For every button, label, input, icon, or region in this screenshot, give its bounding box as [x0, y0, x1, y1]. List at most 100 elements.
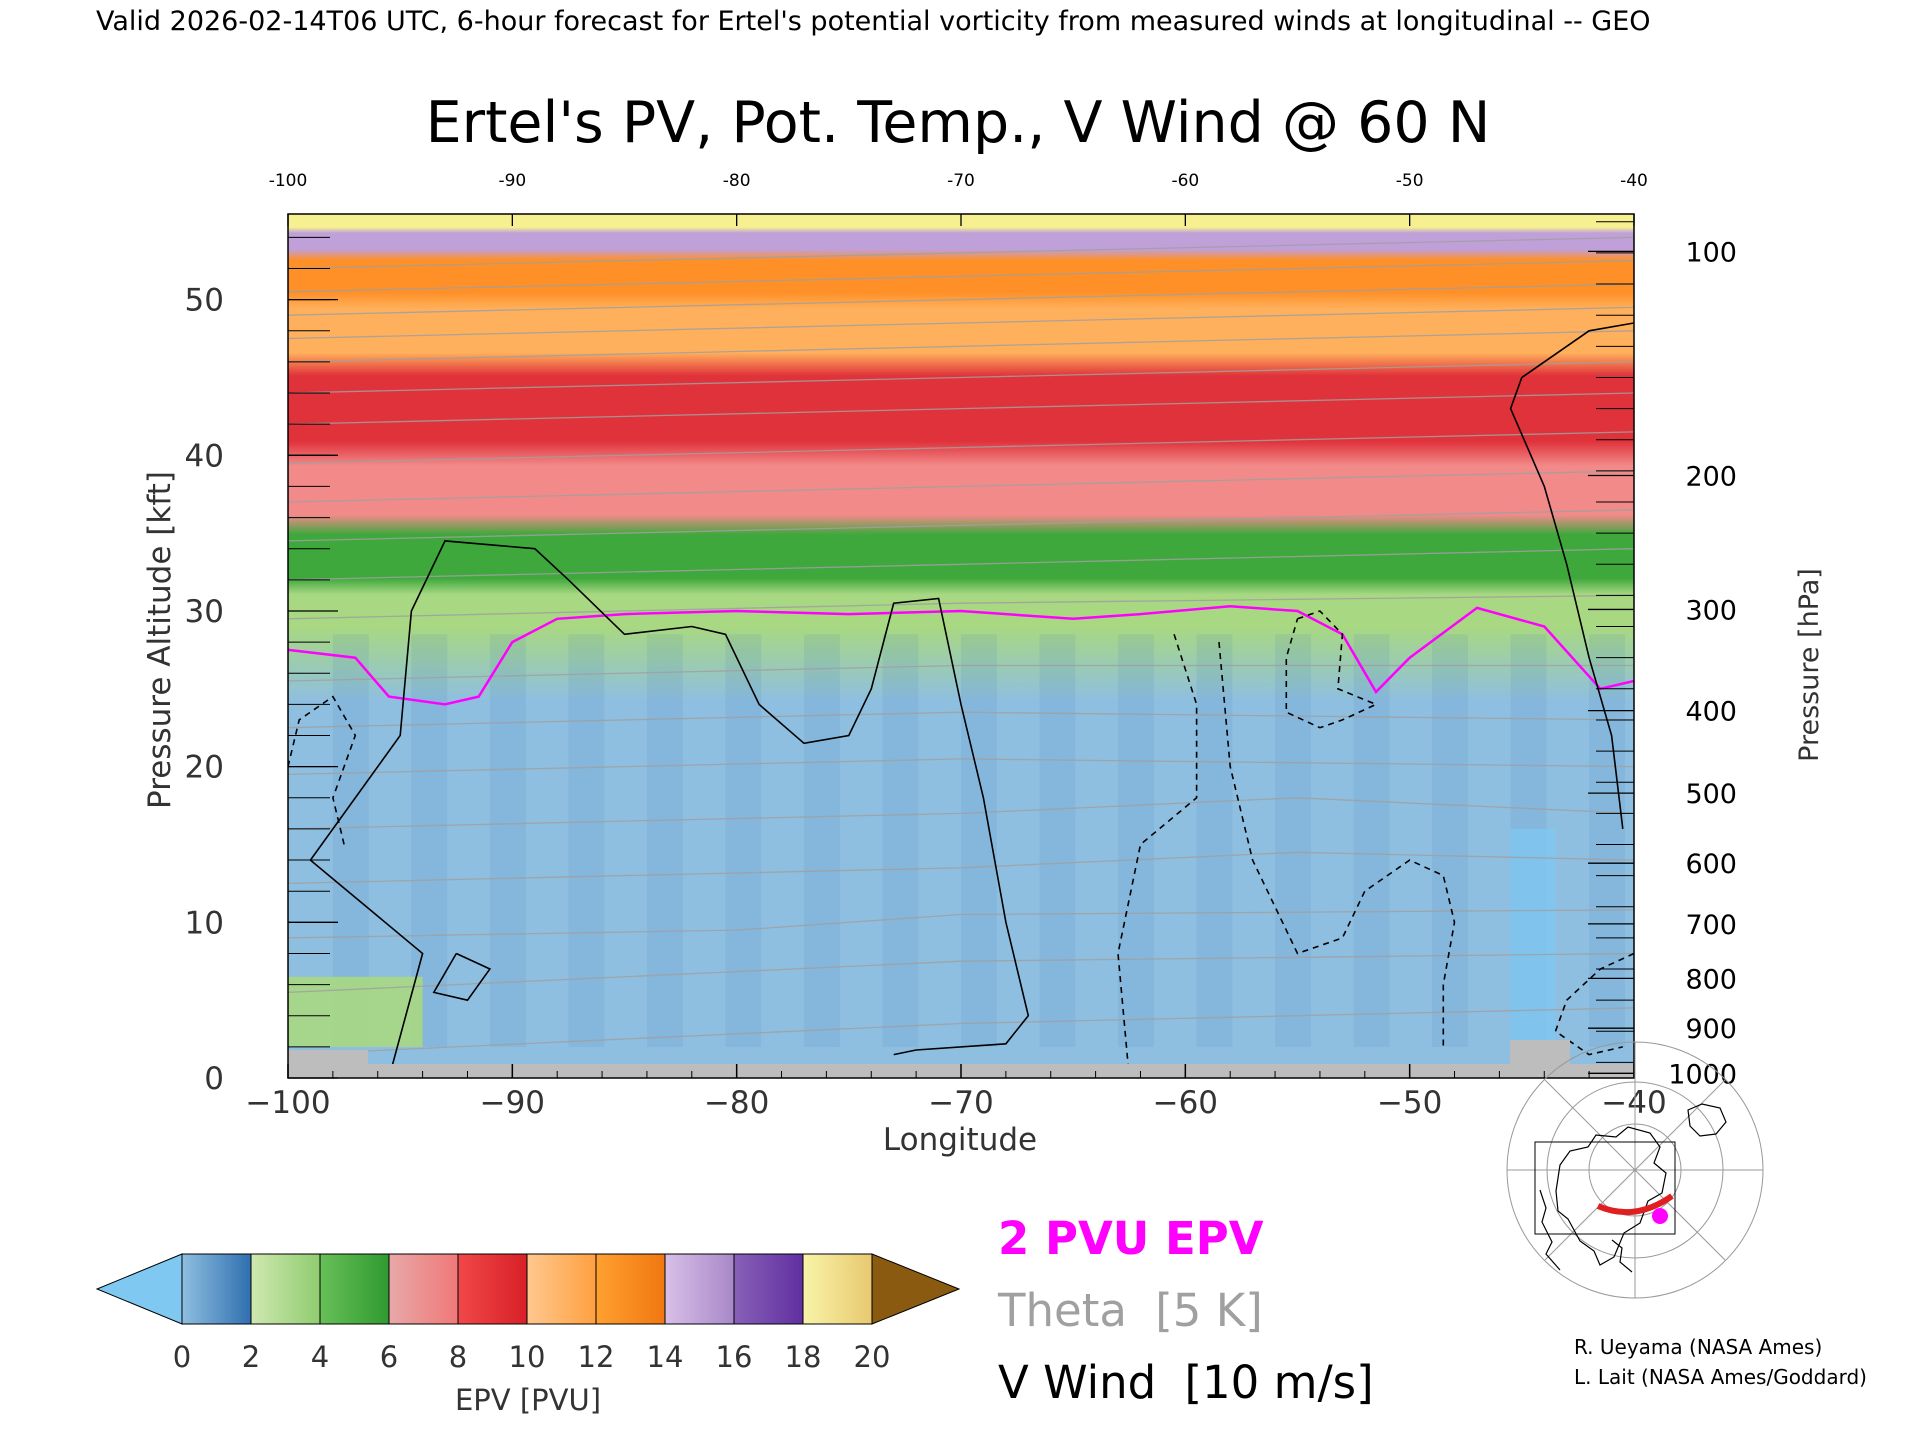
epv-streak: [489, 634, 526, 1047]
vwind-contour-line: [1285, 610, 1379, 729]
terrain-mask: [368, 1064, 1634, 1078]
pv2-contour-line: [288, 605, 1634, 706]
colorbar-under-arrow: [95, 1253, 183, 1325]
y-tick-label: 20: [185, 750, 224, 786]
epv-streak: [1589, 634, 1626, 1047]
colorbar-segment: [526, 1253, 597, 1325]
x-axis: −100 −90 −80 −70 −60 −50 −40: [245, 1064, 1667, 1121]
theta-contour-line: [288, 548, 1634, 581]
legend-vwind: V Wind [10 m/s]: [998, 1356, 1374, 1409]
x-top-tick-label: -100: [269, 171, 308, 191]
epv-streak: [882, 634, 919, 1047]
y-tick-label: 40: [185, 438, 224, 474]
colorbar-tick-label: 8: [449, 1340, 467, 1374]
legend-theta-interval: [5 K]: [1155, 1284, 1263, 1337]
y-tick-label: 30: [185, 594, 224, 630]
theta-contour-line: [288, 1007, 1634, 1056]
colorbar-tick-label: 20: [854, 1340, 891, 1374]
theta-contour-line: [288, 361, 1634, 394]
section-track-line: [1596, 1193, 1674, 1216]
legend-theta-name: Theta: [997, 1284, 1127, 1337]
inset-locator-map: [1506, 1041, 1764, 1299]
colorbar-tick-label: 14: [647, 1340, 684, 1374]
x-tick-label: −60: [1153, 1085, 1218, 1121]
legend-pv2: 2 PVU EPV: [998, 1212, 1264, 1265]
theta-contour-line: [288, 758, 1634, 776]
y-axis-right-label: Pressure [hPa]: [1794, 568, 1825, 762]
pressure-tick-label: 1000: [1668, 1059, 1737, 1090]
vwind-contours: [288, 322, 1634, 1078]
colorbar-segment: [664, 1253, 735, 1325]
credit-line-1: R. Ueyama (NASA Ames): [1574, 1335, 1822, 1359]
colorbar-segment: [181, 1253, 252, 1325]
colorbar-tick-label: 16: [716, 1340, 753, 1374]
x-tick-label: −70: [928, 1085, 993, 1121]
x-tick-label: −90: [480, 1085, 545, 1121]
vwind-contour-line: [1117, 634, 1198, 1078]
colorbar-tick-label: 10: [509, 1340, 546, 1374]
theta-contour-line: [288, 431, 1634, 464]
theta-contour-line: [288, 509, 1634, 542]
theta-contour-line: [288, 797, 1634, 830]
pressure-tick-label: 700: [1685, 910, 1737, 941]
theta-contour-line: [288, 711, 1634, 729]
vwind-contour-line: [432, 952, 492, 1002]
vwind-contour-line: [1509, 322, 1634, 829]
colorbar-label: EPV [PVU]: [455, 1383, 601, 1417]
colorbar-segment: [388, 1253, 459, 1325]
colorbar-tick-label: 4: [311, 1340, 329, 1374]
vwind-contour-line: [309, 540, 1030, 1078]
theta-contour-line: [288, 851, 1634, 885]
theta-contour-line: [288, 909, 1634, 939]
legend-vwind-interval: [10 m/s]: [1185, 1356, 1374, 1409]
terrain-mask: [288, 1050, 368, 1078]
colorbar-segment: [319, 1253, 390, 1325]
pressure-tick-label: 300: [1685, 595, 1737, 626]
x-tick-label: −50: [1377, 1085, 1442, 1121]
x-axis-label: Longitude: [883, 1122, 1037, 1158]
epv-streak: [1039, 634, 1076, 1047]
credit-line-2: L. Lait (NASA Ames/Goddard): [1574, 1365, 1867, 1389]
colorbar-segment: [457, 1253, 528, 1325]
x-top-tick-label: -90: [498, 171, 526, 191]
epv-low-patch: [1510, 828, 1556, 1047]
pressure-tick-label: 400: [1685, 697, 1737, 728]
vwind-contour-line: [288, 695, 357, 845]
theta-contour-line: [288, 470, 1634, 503]
section-location-marker: [1652, 1208, 1668, 1224]
x-tick-label: −100: [245, 1085, 330, 1121]
epv-streak: [1275, 634, 1311, 1047]
y-axis-left-label: Pressure Altitude [kft]: [142, 471, 178, 809]
colorbar-segment: [802, 1253, 873, 1325]
y-axis-right: 100 200 300 400 500 600 700 800 900 1000: [1588, 221, 1737, 1090]
epv-streak: [646, 634, 683, 1047]
colorbar-over-arrow: [871, 1253, 961, 1325]
theta-contour-line: [288, 392, 1634, 425]
colorbar-tick-label: 2: [242, 1340, 260, 1374]
valid-time-header: Valid 2026-02-14T06 UTC, 6-hour forecast…: [96, 6, 1651, 37]
y-tick-label: 0: [204, 1061, 224, 1097]
pressure-tick-label: 800: [1685, 964, 1737, 995]
x-top-tick-label: -80: [723, 171, 751, 191]
x-top-tick-label: -50: [1396, 171, 1424, 191]
theta-contour-line: [288, 594, 1634, 620]
x-tick-label: −40: [1601, 1085, 1666, 1121]
theta-contour-line: [288, 952, 1634, 994]
contour-legend: 2 PVU EPV Theta [5 K] V Wind [10 m/s]: [997, 1212, 1374, 1409]
plot-area: [288, 214, 1634, 1078]
pressure-tick-label: 600: [1685, 849, 1737, 880]
theta-contour-line: [288, 330, 1634, 363]
colorbar-segment: [595, 1253, 666, 1325]
x-axis-top: -100 -90 -80 -70 -60 -50 -40: [269, 171, 1648, 226]
pressure-tick-label: 900: [1685, 1014, 1737, 1045]
x-top-tick-label: -40: [1620, 171, 1648, 191]
epv-streak: [1118, 634, 1154, 1047]
theta-contour-line: [288, 664, 1634, 682]
epv-streak: [803, 634, 840, 1047]
colorbar-tick-label: 6: [380, 1340, 398, 1374]
x-top-tick-label: -60: [1171, 171, 1199, 191]
epv-streak: [725, 634, 762, 1047]
pressure-tick-label: 100: [1685, 237, 1737, 268]
colorbar-segment: [733, 1253, 804, 1325]
